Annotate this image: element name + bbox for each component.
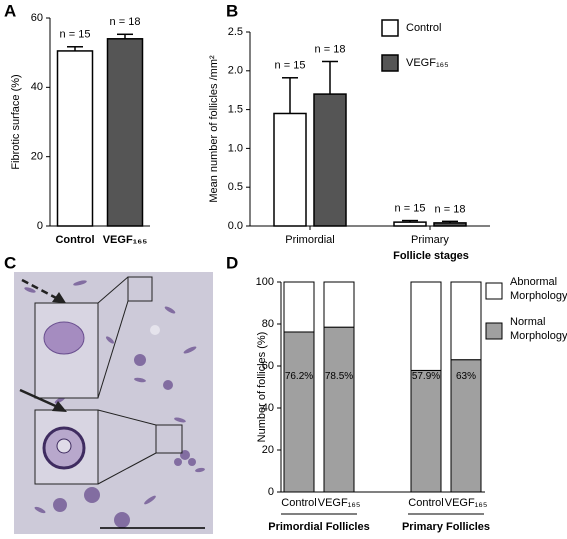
n-label: n = 15 [60, 29, 91, 41]
legend-line: Morphology [510, 290, 567, 302]
inset-line [97, 452, 157, 485]
y-tick-label: 40 [262, 402, 274, 414]
value-label: 76.2% [285, 371, 313, 382]
error-bar [402, 219, 418, 223]
n-label: n = 18 [315, 43, 346, 55]
oocyte [43, 321, 85, 355]
inset-source [155, 424, 183, 454]
bar [106, 38, 144, 227]
inset-line [97, 409, 157, 426]
y-tick-label: 0 [37, 220, 43, 232]
y-tick-label: 20 [262, 444, 274, 456]
error-bar [442, 220, 458, 223]
legend-line: Morphology [510, 330, 567, 342]
error-bar [322, 60, 338, 95]
bar-segment [410, 369, 442, 493]
legend-label: Control [406, 22, 441, 34]
x-tick-label: Control [408, 497, 443, 509]
bar-segment [450, 359, 482, 493]
bar-segment [323, 326, 355, 493]
bar-segment [283, 331, 315, 493]
bar [313, 93, 347, 227]
y-tick-label: 0.0 [228, 220, 243, 232]
y-tick-label: 60 [262, 360, 274, 372]
y-axis-label: Number of follicles (%) [256, 332, 268, 443]
inset-line [97, 276, 129, 304]
inset-source [127, 276, 153, 302]
bar-segment [283, 281, 315, 333]
y-tick-label: 40 [31, 81, 43, 93]
group-label: Primary Follicles [402, 521, 490, 533]
legend-line: Abnormal [510, 276, 557, 288]
error-bar [67, 46, 83, 51]
legend-swatch [381, 19, 399, 37]
arrow-head [52, 292, 66, 303]
y-tick-label: 2.0 [228, 65, 243, 77]
value-label: 78.5% [325, 371, 353, 382]
y-tick-label: 2.5 [228, 26, 243, 38]
cells [24, 280, 205, 528]
nucleus [56, 438, 72, 454]
x-tick-label: Control [281, 497, 316, 509]
arrow-head [52, 401, 67, 412]
x-tick-label: Primary [411, 234, 449, 246]
y-tick-label: 20 [31, 151, 43, 163]
legend-label: VEGF₁₆₅ [406, 57, 449, 69]
y-tick-label: 0.5 [228, 181, 243, 193]
panel-label: B [226, 1, 238, 20]
legend-swatch [485, 282, 503, 300]
error-bar [117, 33, 133, 39]
n-label: n = 18 [435, 203, 466, 215]
n-label: n = 15 [275, 60, 306, 72]
x-tick-label: Primordial [285, 234, 335, 246]
arrow [19, 388, 61, 410]
y-axis-label: Mean number of follicles /mm² [208, 55, 220, 203]
y-tick-label: 80 [262, 318, 274, 330]
legend-label: Abnormal Morphology [510, 276, 567, 302]
micrograph [14, 272, 213, 534]
group-label: Primordial Follicles [268, 521, 369, 533]
panel-label: A [4, 1, 16, 20]
panel-label: D [226, 253, 238, 272]
value-label: 63% [456, 371, 476, 382]
n-label: n = 18 [110, 16, 141, 28]
x-tick-label: VEGF₁₆₅ [318, 497, 361, 509]
y-tick-label: 0 [268, 486, 274, 498]
y-tick-label: 60 [31, 12, 43, 24]
legend-line: Normal [510, 316, 545, 328]
y-tick-label: 1.0 [228, 142, 243, 154]
bar [393, 221, 427, 227]
error-bar [282, 77, 298, 114]
bar [433, 222, 467, 227]
bar [56, 50, 94, 227]
x-tick-label: Control [55, 234, 94, 246]
panel-label: C [4, 253, 16, 272]
value-label: 57.9% [412, 371, 440, 382]
bar-segment [450, 281, 482, 361]
x-axis-label: Follicle stages [393, 250, 469, 262]
legend-swatch [381, 54, 399, 72]
x-tick-label: VEGF₁₆₅ [445, 497, 488, 509]
inset-line [97, 300, 129, 399]
n-label: n = 15 [395, 202, 426, 214]
legend-swatch [485, 322, 503, 340]
y-tick-label: 1.5 [228, 104, 243, 116]
legend-label: Normal Morphology [510, 316, 567, 342]
x-tick-label: VEGF₁₆₅ [103, 234, 148, 246]
y-axis-label: Fibrotic surface (%) [10, 74, 22, 169]
arrow [21, 278, 61, 302]
bar [273, 112, 307, 227]
bar-segment [323, 281, 355, 328]
y-tick-label: 100 [256, 276, 274, 288]
bar-segment [410, 281, 442, 371]
